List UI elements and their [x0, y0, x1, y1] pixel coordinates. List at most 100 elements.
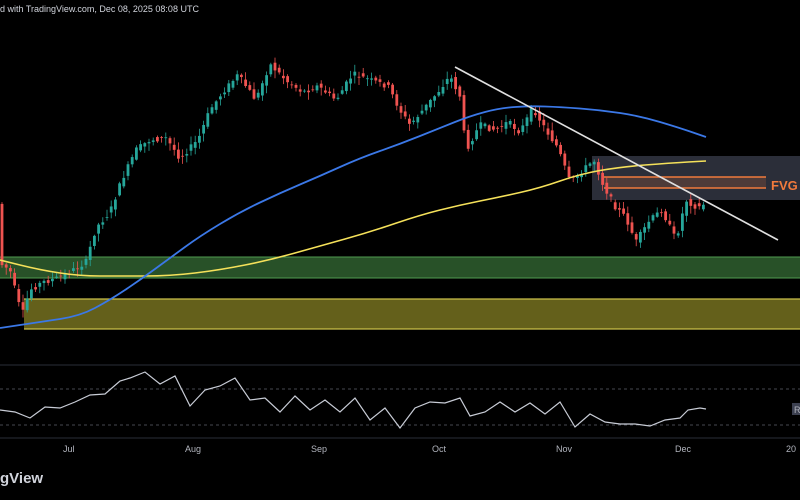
candle — [626, 206, 630, 232]
candle — [689, 193, 693, 214]
candle — [639, 229, 642, 248]
candle — [231, 79, 235, 90]
candle — [462, 90, 466, 134]
candle — [555, 135, 558, 148]
candle — [122, 171, 126, 189]
candle — [109, 200, 113, 219]
candle — [500, 120, 504, 133]
candle — [4, 262, 8, 275]
candle — [248, 81, 252, 92]
candle — [42, 279, 46, 291]
candle — [282, 69, 285, 85]
candle — [76, 261, 79, 277]
candle — [660, 208, 663, 217]
candle — [151, 137, 155, 146]
candle — [240, 73, 243, 84]
candle — [189, 136, 193, 156]
candle — [336, 93, 340, 101]
candle — [156, 135, 159, 143]
candle — [542, 113, 546, 132]
x-axis-tick-label: Sep — [311, 444, 327, 454]
candle — [374, 75, 378, 84]
candle — [559, 142, 562, 157]
x-axis-tick-label: Aug — [185, 444, 201, 454]
candle — [227, 79, 231, 96]
candle — [105, 209, 109, 221]
candle — [130, 154, 134, 168]
candle — [353, 64, 357, 84]
candle — [399, 102, 403, 119]
candle — [223, 87, 226, 99]
candle — [319, 80, 323, 96]
candle — [622, 201, 625, 216]
candle — [454, 72, 457, 95]
candle — [420, 104, 424, 115]
candle — [580, 170, 583, 182]
candle — [504, 114, 508, 135]
candle — [294, 83, 298, 92]
candle — [21, 294, 25, 318]
candle — [643, 223, 646, 240]
candle — [168, 136, 172, 151]
candlestick-series — [0, 57, 705, 318]
candle — [613, 199, 617, 211]
candle — [307, 84, 310, 100]
candle — [387, 80, 390, 89]
oscillator-line — [0, 371, 707, 429]
candle — [517, 127, 520, 136]
fast-moving-average-line — [0, 105, 707, 329]
candle — [88, 240, 92, 267]
candle — [655, 207, 659, 218]
candle — [668, 213, 672, 226]
candle — [290, 81, 294, 89]
candle — [345, 79, 348, 95]
candle — [697, 198, 701, 210]
candle — [298, 84, 302, 97]
candle — [681, 206, 684, 238]
chart-zones — [0, 156, 800, 330]
candle — [647, 215, 651, 233]
candle — [261, 80, 264, 101]
candle — [349, 70, 352, 91]
candle — [59, 269, 63, 282]
x-axis-tick-label: Jul — [63, 444, 75, 454]
green-support-zone — [0, 257, 800, 278]
candle — [492, 120, 495, 132]
candle — [546, 122, 550, 140]
candle — [286, 74, 289, 89]
candle — [277, 64, 281, 75]
gray-resistance-zone — [592, 156, 800, 200]
candle — [181, 149, 184, 164]
candle — [521, 118, 525, 136]
candle — [101, 217, 105, 229]
candle — [693, 202, 697, 215]
candle — [126, 161, 130, 181]
candle — [664, 208, 667, 223]
candle — [605, 176, 609, 200]
candle — [424, 103, 428, 115]
candle — [672, 221, 676, 240]
candle — [479, 116, 483, 136]
candle — [445, 71, 449, 90]
candle — [206, 107, 210, 129]
candle — [214, 100, 218, 114]
candle — [193, 135, 197, 155]
candle — [630, 216, 634, 235]
candle — [437, 85, 441, 98]
candle — [328, 87, 331, 97]
candle — [303, 89, 306, 93]
candle — [483, 122, 487, 129]
candle — [30, 283, 33, 302]
candle — [475, 123, 478, 141]
candle — [84, 255, 88, 269]
candle — [80, 260, 84, 276]
candle — [513, 118, 516, 136]
yellow-support-zone — [24, 299, 800, 329]
candle — [395, 90, 399, 111]
candle — [172, 137, 176, 156]
candle — [429, 98, 432, 112]
x-axis-tick-label: Nov — [556, 444, 573, 454]
candle — [252, 82, 256, 100]
candle — [324, 85, 327, 94]
